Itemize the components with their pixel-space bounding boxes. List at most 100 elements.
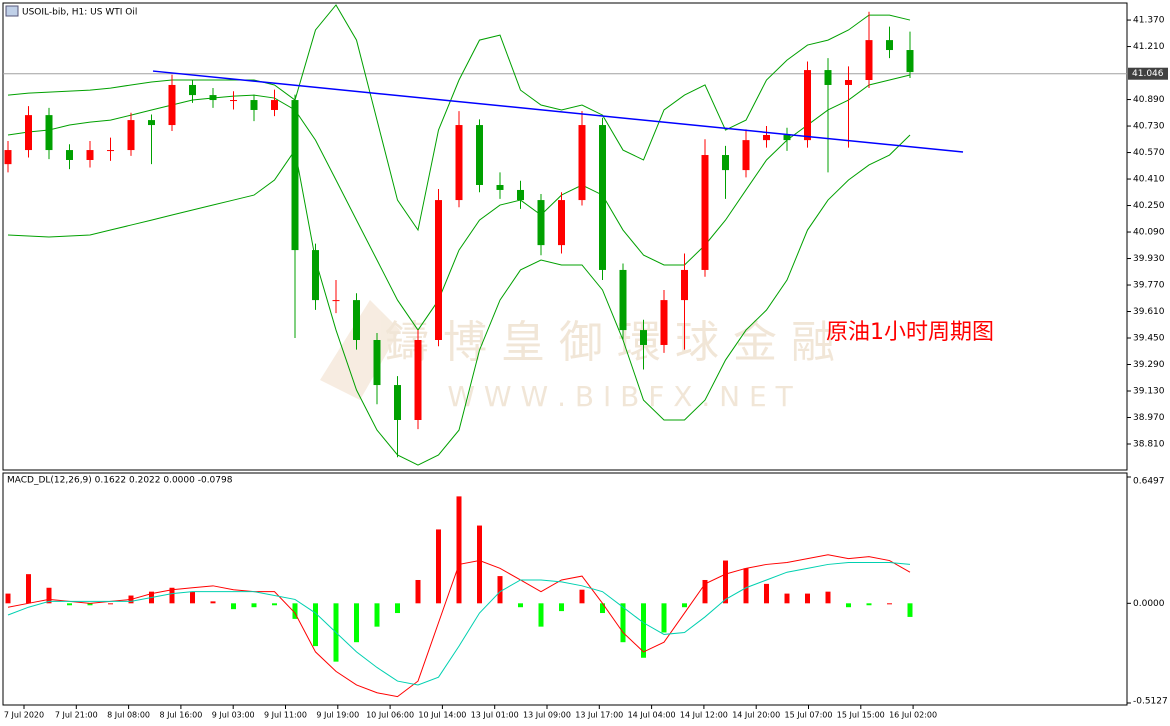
y-tick-label: 40.890 [1133,95,1165,105]
bollinger-lower [7,134,911,466]
candle-body [886,40,893,51]
candle-body [394,385,401,420]
macd-bar [825,591,831,604]
candle-body [312,250,319,301]
macd-bar [169,587,175,604]
macd-bar [354,603,359,643]
macd-bar [907,603,913,617]
macd-bar [67,603,72,606]
candle-body [250,100,258,110]
macd-bar [743,568,749,604]
candle-body [783,134,791,141]
candle-body [599,125,606,270]
macd-bar [846,603,851,608]
candle-body [558,200,565,246]
x-tick-label: 13 Jul 17:00 [575,711,623,720]
macd-bar [313,603,318,647]
x-tick-label: 13 Jul 01:00 [471,711,519,720]
candle-body [127,120,135,151]
symbol-icon [5,5,19,17]
macd-bar [866,603,872,606]
macd-bar [395,603,400,614]
current-price-box [1128,67,1168,80]
macd-bar [497,576,503,604]
bollinger-upper [7,4,911,232]
candle-body [66,150,73,160]
candle-body [742,140,750,171]
x-tick-label: 15 Jul 15:00 [837,711,885,720]
y-tick-label: -0.5127 [1133,697,1168,707]
macd-bar [210,601,216,604]
macd-bar [292,603,298,619]
macd-bar [108,603,113,605]
candle-body [701,155,709,270]
candle-body [45,115,53,151]
candle-body [496,184,504,190]
macd-bar [5,593,11,604]
macd-bar [415,579,421,604]
candle-body [271,100,278,110]
macd-bar [784,593,790,604]
macd-bar [87,603,93,606]
x-tick-label: 9 Jul 19:00 [316,711,359,720]
current-price-label: 41.046 [1132,69,1164,79]
macd-bar [682,603,687,608]
candle-body [86,150,94,160]
candle-body [414,340,422,420]
y-tick-label: 39.930 [1133,254,1165,264]
candle-body [373,340,381,386]
y-tick-label: 39.450 [1133,334,1165,344]
y-tick-label: 38.970 [1133,413,1165,423]
chart-title: USOIL-bib, H1: US WTI Oil [22,8,137,18]
x-tick-label: 15 Jul 07:00 [785,711,833,720]
macd-bar [436,529,441,604]
x-tick-label: 9 Jul 11:00 [264,711,307,720]
signal-line [7,561,911,686]
candle-body [291,100,299,251]
macd-line [7,554,911,698]
macd-bar [190,591,195,604]
macd-bar [661,603,667,633]
candle-body [107,150,114,152]
watermark: 鑄 博 皇 御 環 球 金 融 W W W . B I B F X . N E … [320,300,835,413]
macd-bar [887,603,892,605]
candle-body [517,189,524,201]
y-tick-label: 41.210 [1133,42,1165,52]
y-tick-label: 0.6497 [1133,477,1165,487]
candle-body [578,125,586,201]
macd-label: MACD_DL(12,26,9) 0.1622 0.2022 0.0000 -0… [7,476,233,486]
x-tick-label: 14 Jul 20:00 [732,711,780,720]
macd-bar [702,579,708,604]
macd-bar [374,603,380,627]
y-tick-label: 39.290 [1133,360,1165,370]
x-tick-label: 10 Jul 14:00 [418,711,466,720]
y-tick-label: 0.0000 [1133,599,1165,609]
candle-body [353,300,360,341]
candle-body [845,80,852,85]
macd-bar [518,603,523,608]
macd-bar [600,603,605,614]
x-tick-label: 10 Jul 06:00 [366,711,414,720]
candle-body [681,269,688,301]
y-tick-label: 40.250 [1133,201,1165,211]
macd-bar [579,589,585,604]
candle-body [537,200,545,246]
macd-bar [641,603,646,658]
macd-bar [477,525,482,604]
y-tick-label: 40.410 [1133,175,1165,185]
candle-body [476,125,483,185]
candle-body [640,330,647,345]
watermark-logo [320,300,400,400]
candle-body [865,40,873,81]
candle-body [824,70,832,85]
x-tick-label: 8 Jul 16:00 [159,711,202,720]
macd-bar [46,587,52,604]
macd-bar [620,603,626,643]
macd-bar [26,574,31,604]
candle-body [455,125,463,201]
y-tick-label: 40.090 [1133,228,1165,238]
x-tick-label: 8 Jul 08:00 [107,711,150,720]
y-tick-label: 39.130 [1133,387,1165,397]
